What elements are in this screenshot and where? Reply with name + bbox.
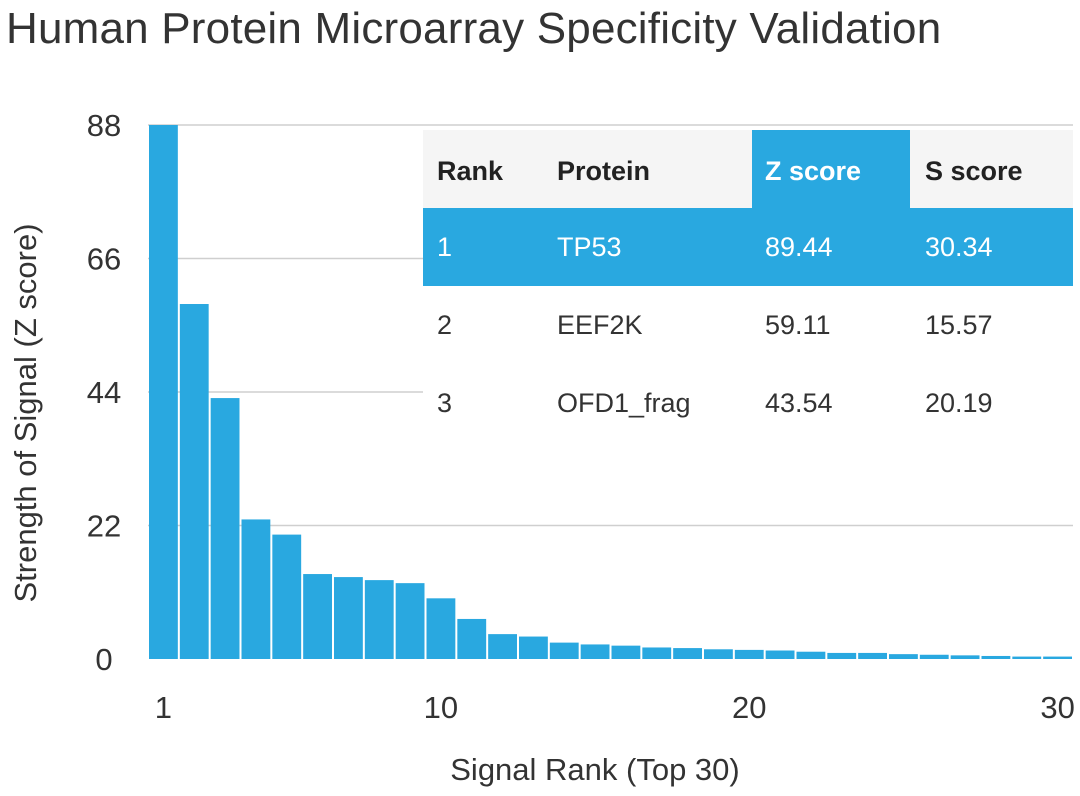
table-cell: 89.44 [765,232,833,262]
table-cell: 20.19 [925,388,993,418]
x-tick-label: 30 [1040,690,1074,725]
table-cell: OFD1_frag [557,388,691,418]
bar [210,398,240,659]
table-cell: 1 [437,232,452,262]
bar [827,652,857,659]
y-tick-label: 88 [87,108,121,143]
bar [457,618,487,659]
bar [704,649,733,659]
bars [149,125,1072,659]
bar [395,583,425,659]
highlight-row [423,208,1073,286]
bar [272,534,302,659]
bar [364,580,394,659]
highlight-column-header [752,130,910,208]
table-cell: 43.54 [765,388,833,418]
table-cell: 15.57 [925,310,993,340]
table-header-background [423,130,1073,208]
bar [765,650,795,659]
bar [858,652,887,659]
x-tick-labels: 1 10 20 30 [155,690,1075,725]
bar [642,647,672,659]
y-tick-labels: 0 22 44 66 88 [87,108,121,677]
bar [796,651,826,659]
y-tick-label: 66 [87,242,121,277]
table-cell: EEF2K [557,310,643,340]
bar [426,598,456,659]
y-tick-label: 44 [87,375,121,410]
bar [611,645,641,659]
x-tick-label: 20 [732,690,766,725]
chart-title: Human Protein Microarray Specificity Val… [6,4,942,53]
table-cell: TP53 [557,232,622,262]
table-cell: 30.34 [925,232,993,262]
bar [519,636,548,659]
bar [303,574,332,659]
y-tick-label: 22 [87,509,121,544]
bar [488,634,517,659]
bar [734,649,764,659]
table-header-cell: Z score [765,156,861,186]
bar [889,654,918,659]
bar [673,648,702,659]
y-axis-label: Strength of Signal (Z score) [8,223,43,602]
table-cell: 59.11 [765,310,831,340]
bar [149,125,178,659]
bar [580,644,610,659]
table-header-cell: Rank [437,156,504,186]
x-tick-label: 10 [424,690,458,725]
bar [241,519,271,659]
y-tick-label: 0 [95,642,112,677]
bar [549,642,579,659]
bar [981,655,1011,659]
table-header-cell: Protein [557,156,650,186]
x-axis-label: Signal Rank (Top 30) [450,752,740,787]
bar [1012,656,1042,659]
table-cell: 3 [437,388,452,418]
bar [334,577,363,659]
bar [179,304,209,659]
table-header-cell: S score [925,156,1023,186]
bar [919,654,949,659]
table-cell: 2 [437,310,452,340]
x-tick-label: 1 [155,690,172,725]
bar [950,655,980,659]
bar [1043,656,1072,659]
ranking-table: Rank Protein Z score S score 1 TP53 89.44 30.34… [423,130,1073,442]
